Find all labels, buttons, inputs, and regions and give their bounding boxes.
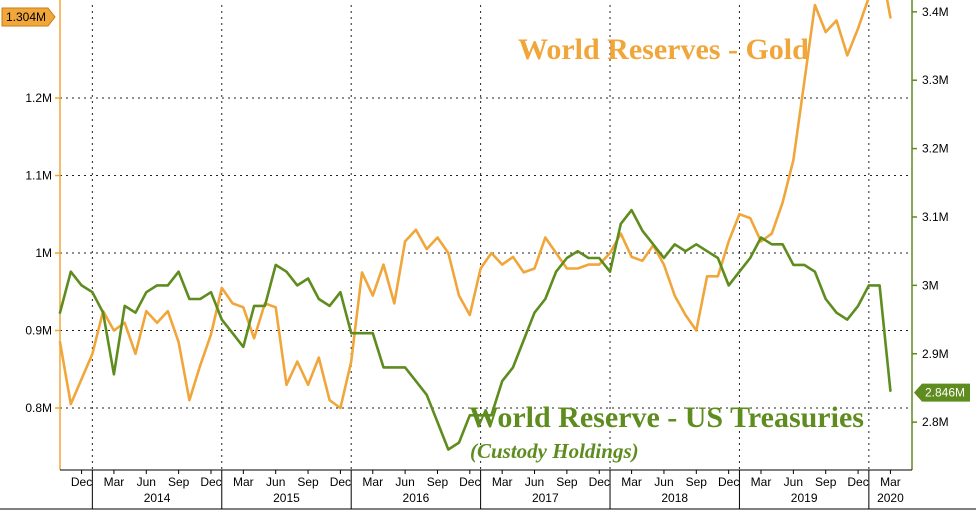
gold-badge-shape xyxy=(1,7,56,27)
x-month-label-8: Dec xyxy=(330,475,351,489)
x-month-label-5: Mar xyxy=(233,475,254,489)
x-year-label-4: 2018 xyxy=(661,491,688,505)
x-month-label-9: Mar xyxy=(362,475,383,489)
x-month-label-18: Jun xyxy=(654,475,673,489)
x-year-label-6: 2020 xyxy=(877,491,904,505)
gold-last-value-badge: 1.304M xyxy=(1,7,56,27)
x-month-label-10: Jun xyxy=(395,475,414,489)
right-tick-label-4: 3.2M xyxy=(922,142,949,156)
x-month-label-6: Jun xyxy=(266,475,285,489)
x-month-label-0: Dec xyxy=(71,475,92,489)
left-tick-label-3: 1.1M xyxy=(25,169,52,183)
right-tick-label-6: 3.4M xyxy=(922,5,949,19)
left-tick-label-1: 0.9M xyxy=(25,324,52,338)
x-month-label-13: Mar xyxy=(492,475,513,489)
x-year-label-5: 2019 xyxy=(791,491,818,505)
x-month-label-24: Dec xyxy=(847,475,868,489)
x-month-label-21: Mar xyxy=(751,475,772,489)
x-year-label-0: 2014 xyxy=(144,491,171,505)
labels-layer: 0.8M 0.9M 1M 1.1M 1.2M 2.8M 2.9M 3M 3.1M 3.2M 3.3M… xyxy=(1,5,970,505)
treasuries-badge-text: 2.846M xyxy=(925,386,965,400)
x-year-label-3: 2017 xyxy=(532,491,559,505)
x-month-label-25: Mar xyxy=(880,475,901,489)
right-tick-label-0: 2.8M xyxy=(922,415,949,429)
x-month-label-7: Sep xyxy=(297,475,319,489)
x-month-label-1: Mar xyxy=(104,475,125,489)
x-month-label-22: Jun xyxy=(784,475,803,489)
right-tick-label-3: 3.1M xyxy=(922,210,949,224)
x-month-label-17: Mar xyxy=(621,475,642,489)
x-month-label-3: Sep xyxy=(168,475,190,489)
x-month-label-14: Jun xyxy=(525,475,544,489)
gold-series-line xyxy=(58,0,892,410)
left-tick-label-0: 0.8M xyxy=(25,401,52,415)
gold-series-title: World Reserves - Gold xyxy=(518,33,809,66)
x-year-label-1: 2015 xyxy=(273,491,300,505)
x-year-label-2: 2016 xyxy=(403,491,430,505)
right-tick-label-5: 3.3M xyxy=(922,73,949,87)
treasuries-badge-shape xyxy=(914,383,970,402)
x-month-label-20: Dec xyxy=(718,475,739,489)
right-tick-label-2: 3M xyxy=(922,278,939,292)
series-layer xyxy=(58,0,892,451)
treasuries-series-title: World Reserve - US Treasuries xyxy=(469,401,864,434)
x-month-label-12: Dec xyxy=(459,475,480,489)
right-tick-label-1: 2.9M xyxy=(922,347,949,361)
x-month-label-11: Sep xyxy=(427,475,449,489)
x-month-label-19: Sep xyxy=(686,475,708,489)
grid xyxy=(60,5,912,470)
x-month-label-15: Sep xyxy=(556,475,578,489)
left-tick-label-2: 1M xyxy=(35,246,52,260)
treasuries-series-line xyxy=(58,208,892,451)
treasuries-last-value-badge: 2.846M xyxy=(914,383,970,402)
gold-badge-text: 1.304M xyxy=(6,10,46,24)
left-tick-label-4: 1.2M xyxy=(25,91,52,105)
x-month-label-4: Dec xyxy=(200,475,221,489)
x-month-label-2: Jun xyxy=(137,475,156,489)
x-month-label-23: Sep xyxy=(815,475,837,489)
treasuries-series-subtitle: (Custody Holdings) xyxy=(470,439,639,463)
x-month-label-16: Dec xyxy=(589,475,610,489)
